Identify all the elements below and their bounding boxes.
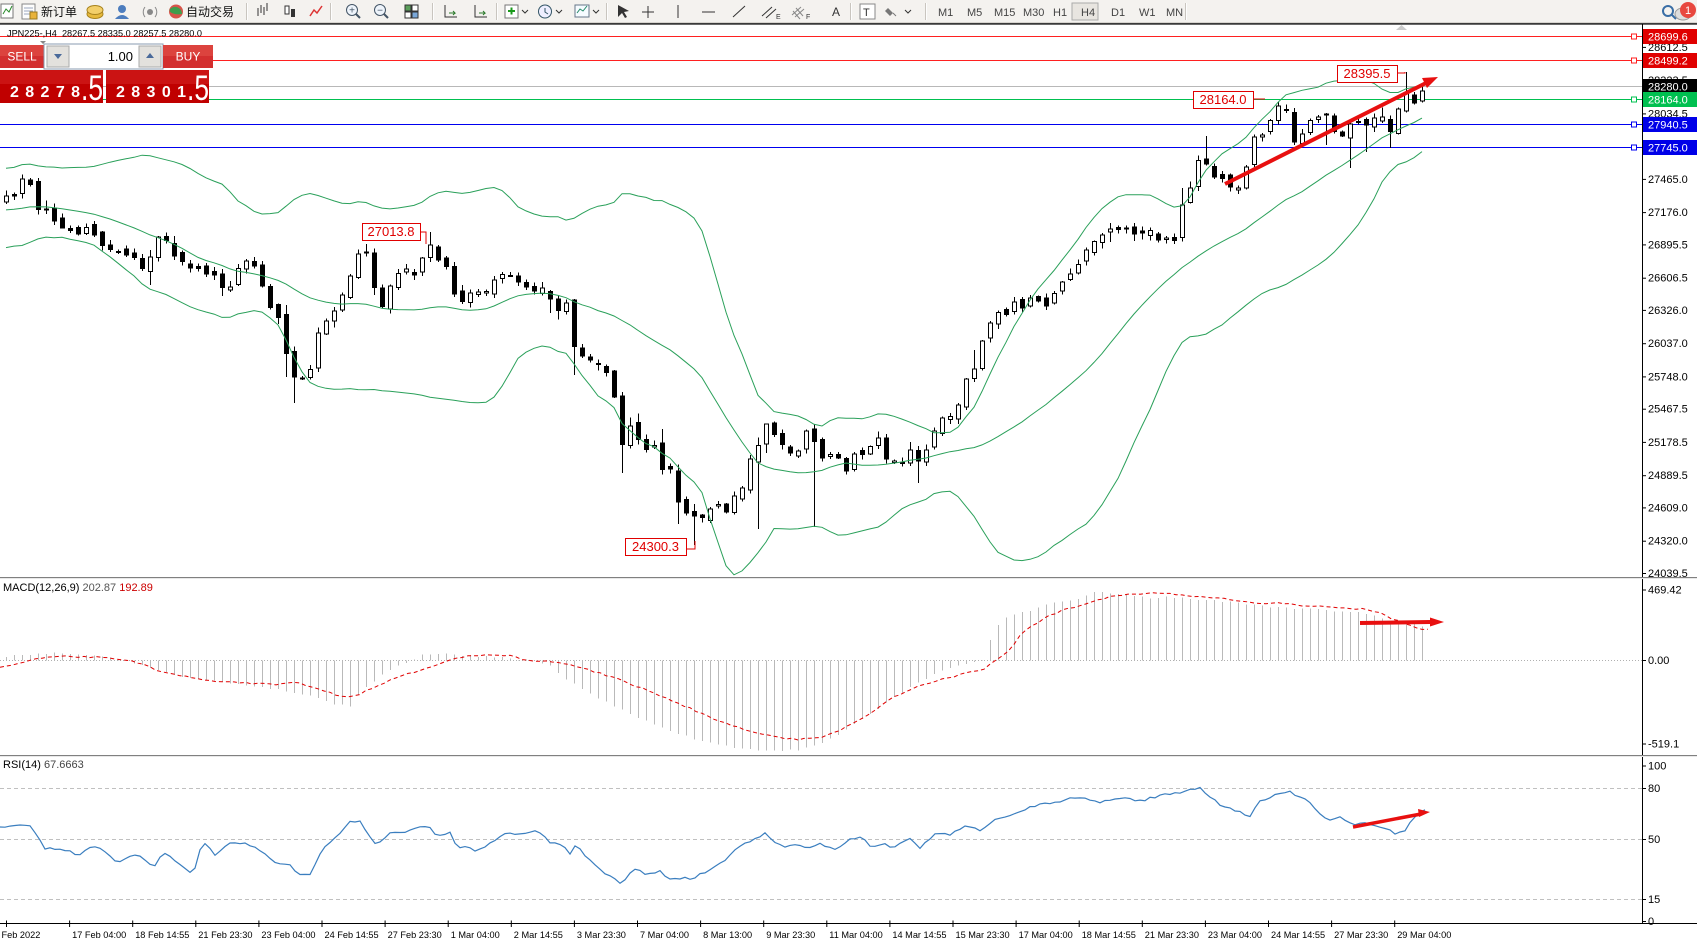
svg-text:Feb 2022: Feb 2022: [2, 930, 41, 940]
svg-text:14 Mar 14:55: 14 Mar 14:55: [892, 930, 946, 940]
svg-text:.5: .5: [187, 69, 209, 108]
svg-text:RSI(14) 67.6663: RSI(14) 67.6663: [3, 759, 84, 771]
svg-text:24889.5: 24889.5: [1648, 470, 1688, 482]
svg-text:W1: W1: [1139, 7, 1156, 19]
svg-text:M1: M1: [938, 7, 953, 19]
svg-text:27465.0: 27465.0: [1648, 174, 1688, 186]
svg-text:.5: .5: [81, 69, 103, 108]
svg-text:80: 80: [1648, 783, 1660, 795]
svg-text:28280.0: 28280.0: [1648, 82, 1688, 94]
svg-text:0.00: 0.00: [1648, 655, 1669, 667]
svg-text:469.42: 469.42: [1648, 585, 1682, 597]
svg-text:27940.5: 27940.5: [1648, 120, 1688, 132]
svg-text:8 Mar 13:00: 8 Mar 13:00: [703, 930, 752, 940]
svg-text:A: A: [832, 5, 840, 19]
svg-text:28395.5: 28395.5: [1344, 66, 1391, 81]
svg-text:50: 50: [1648, 834, 1660, 846]
svg-text:21 Feb 23:30: 21 Feb 23:30: [198, 930, 252, 940]
svg-text:100: 100: [1648, 761, 1666, 773]
svg-text:26895.5: 26895.5: [1648, 239, 1688, 251]
svg-text:27 Feb 23:30: 27 Feb 23:30: [388, 930, 442, 940]
svg-text:MACD(12,26,9) 202.87 192.89: MACD(12,26,9) 202.87 192.89: [3, 582, 153, 594]
svg-text:SELL: SELL: [7, 50, 37, 64]
svg-text:27745.0: 27745.0: [1648, 143, 1688, 155]
svg-text:28301: 28301: [116, 84, 186, 101]
svg-text:28278: 28278: [10, 84, 80, 101]
svg-text:27013.8: 27013.8: [368, 224, 415, 239]
svg-text:24 Mar 14:55: 24 Mar 14:55: [1271, 930, 1325, 940]
svg-text:28499.2: 28499.2: [1648, 56, 1688, 68]
svg-text:25467.5: 25467.5: [1648, 404, 1688, 416]
svg-text:0: 0: [1648, 916, 1654, 928]
svg-text:17 Mar 04:00: 17 Mar 04:00: [1019, 930, 1073, 940]
svg-text:25748.0: 25748.0: [1648, 371, 1688, 383]
svg-text:15: 15: [1648, 894, 1660, 906]
svg-text:1.00: 1.00: [108, 49, 133, 64]
svg-text:M5: M5: [967, 7, 982, 19]
svg-text:29 Mar 04:00: 29 Mar 04:00: [1397, 930, 1451, 940]
svg-text:D1: D1: [1111, 7, 1125, 19]
svg-text:3 Mar 23:30: 3 Mar 23:30: [577, 930, 626, 940]
svg-text:26606.5: 26606.5: [1648, 273, 1688, 285]
svg-text:新订单: 新订单: [41, 4, 77, 19]
svg-text:H1: H1: [1053, 7, 1067, 19]
svg-text:BUY: BUY: [176, 50, 201, 64]
svg-text:H4: H4: [1081, 7, 1095, 19]
svg-text:9 Mar 23:30: 9 Mar 23:30: [766, 930, 815, 940]
svg-text:21 Mar 23:30: 21 Mar 23:30: [1145, 930, 1199, 940]
svg-text:18 Feb 14:55: 18 Feb 14:55: [135, 930, 189, 940]
svg-text:2 Mar 14:55: 2 Mar 14:55: [514, 930, 563, 940]
svg-text:27 Mar 23:30: 27 Mar 23:30: [1334, 930, 1388, 940]
svg-text:26037.0: 26037.0: [1648, 338, 1688, 350]
svg-text:+: +: [349, 6, 355, 17]
svg-text:17 Feb 04:00: 17 Feb 04:00: [72, 930, 126, 940]
svg-text:28164.0: 28164.0: [1648, 95, 1688, 107]
svg-text:M15: M15: [994, 7, 1015, 19]
svg-text:23 Mar 04:00: 23 Mar 04:00: [1208, 930, 1262, 940]
svg-text:-519.1: -519.1: [1648, 739, 1679, 751]
svg-text:7 Mar 04:00: 7 Mar 04:00: [640, 930, 689, 940]
svg-text:T: T: [863, 7, 870, 19]
svg-text:24300.3: 24300.3: [632, 539, 679, 554]
svg-text:24 Feb 14:55: 24 Feb 14:55: [325, 930, 379, 940]
svg-text:28164.0: 28164.0: [1200, 92, 1247, 107]
svg-text:F: F: [806, 14, 810, 21]
svg-text:M30: M30: [1023, 7, 1044, 19]
svg-text:28699.6: 28699.6: [1648, 32, 1688, 44]
svg-text:28612.5: 28612.5: [1648, 42, 1688, 54]
svg-text:JPN225-,H4 28267.5 28335.0 28: JPN225-,H4 28267.5 28335.0 28257.5 28280…: [7, 29, 202, 40]
svg-text:E: E: [776, 14, 781, 21]
svg-text:24320.0: 24320.0: [1648, 536, 1688, 548]
svg-text:1 Mar 04:00: 1 Mar 04:00: [451, 930, 500, 940]
svg-text:−: −: [377, 6, 383, 17]
svg-text:18 Mar 14:55: 18 Mar 14:55: [1082, 930, 1136, 940]
svg-text:27176.0: 27176.0: [1648, 207, 1688, 219]
svg-text:23 Feb 04:00: 23 Feb 04:00: [261, 930, 315, 940]
svg-text:25178.5: 25178.5: [1648, 437, 1688, 449]
svg-text:11 Mar 04:00: 11 Mar 04:00: [829, 930, 882, 940]
svg-text:15 Mar 23:30: 15 Mar 23:30: [956, 930, 1010, 940]
svg-text:1: 1: [1685, 5, 1691, 17]
svg-text:自动交易: 自动交易: [186, 4, 234, 19]
svg-text:24609.0: 24609.0: [1648, 502, 1688, 514]
svg-text:26326.0: 26326.0: [1648, 305, 1688, 317]
svg-text:MN: MN: [1166, 7, 1183, 19]
